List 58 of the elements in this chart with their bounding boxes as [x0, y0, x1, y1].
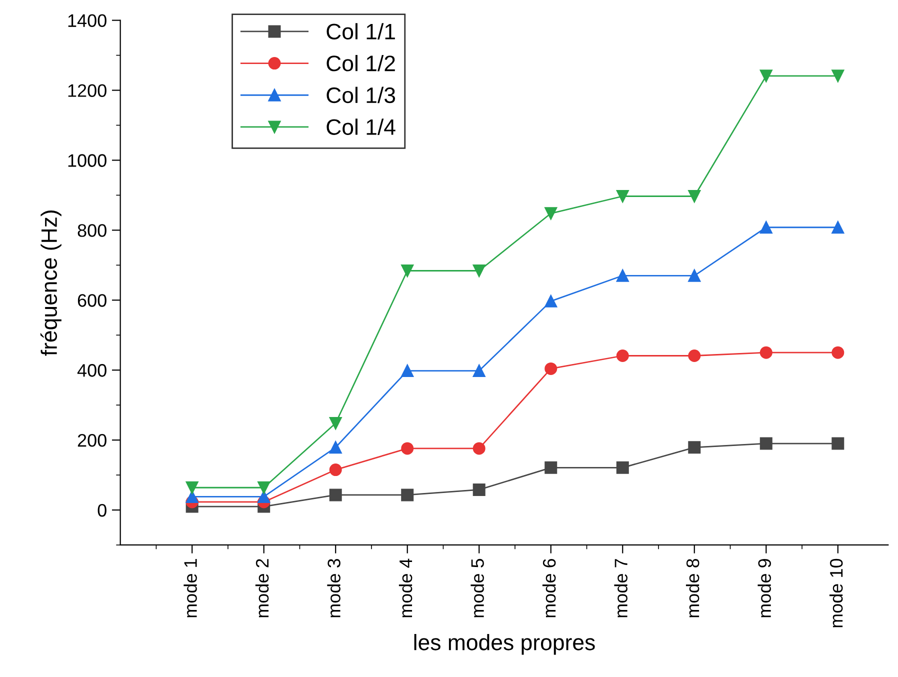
point: [401, 264, 414, 278]
y-tick-label: 600: [78, 294, 106, 307]
point: [401, 364, 414, 378]
point: [472, 264, 486, 278]
point: [616, 461, 629, 474]
point: [760, 70, 772, 82]
point: [472, 442, 486, 455]
x-tick-label: mode 6: [542, 558, 556, 618]
point: [329, 488, 342, 502]
x-tick-label: mode 5: [470, 558, 484, 618]
point: [472, 483, 486, 496]
y-axis-title: fréquence (Hz): [40, 210, 62, 356]
point: [544, 294, 558, 308]
point: [760, 437, 772, 450]
x-tick-label: mode 2: [255, 559, 269, 618]
point: [616, 269, 629, 282]
point: [616, 350, 629, 362]
point: [688, 269, 701, 282]
point: [544, 461, 558, 474]
point: [401, 488, 414, 502]
y-tick-label: 1000: [68, 154, 106, 167]
point: [688, 350, 701, 362]
x-tick-label: mode 1: [184, 559, 197, 618]
x-tick-label: mode 8: [686, 558, 700, 618]
legend-label: Col 1/2: [326, 54, 395, 72]
point: [832, 70, 844, 82]
point: [688, 190, 701, 202]
x-axis-title: les modes propres: [414, 634, 595, 655]
y-tick-label: 1400: [68, 14, 106, 28]
x-tick-label: mode 10: [829, 558, 843, 628]
y-tick-label: 0: [98, 504, 106, 517]
point: [329, 417, 342, 430]
point: [616, 190, 629, 202]
y-tick-label: 200: [78, 434, 106, 447]
point: [760, 346, 772, 359]
x-tick-label: mode 4: [398, 558, 412, 618]
y-tick-label: 400: [77, 364, 106, 377]
point: [832, 221, 844, 234]
point: [832, 346, 844, 359]
x-tick-label: mode 7: [614, 559, 628, 618]
point: [760, 221, 772, 234]
point: [544, 207, 558, 220]
x-tick-label: mode 3: [327, 558, 340, 618]
point: [832, 437, 844, 450]
point: [688, 441, 701, 454]
x-tick-label: mode 9: [758, 559, 771, 618]
y-tick-label: 1200: [68, 84, 106, 97]
y-tick-label: 800: [78, 224, 106, 237]
point: [258, 481, 270, 494]
point: [186, 481, 198, 494]
legend-label: Col 1/3: [326, 86, 396, 104]
point: [401, 442, 414, 455]
point: [329, 464, 342, 476]
legend-label: Col 1/4: [326, 118, 396, 135]
legend-label: Col 1/1: [326, 23, 395, 40]
point: [329, 441, 342, 454]
point: [472, 364, 486, 378]
point: [544, 362, 558, 375]
